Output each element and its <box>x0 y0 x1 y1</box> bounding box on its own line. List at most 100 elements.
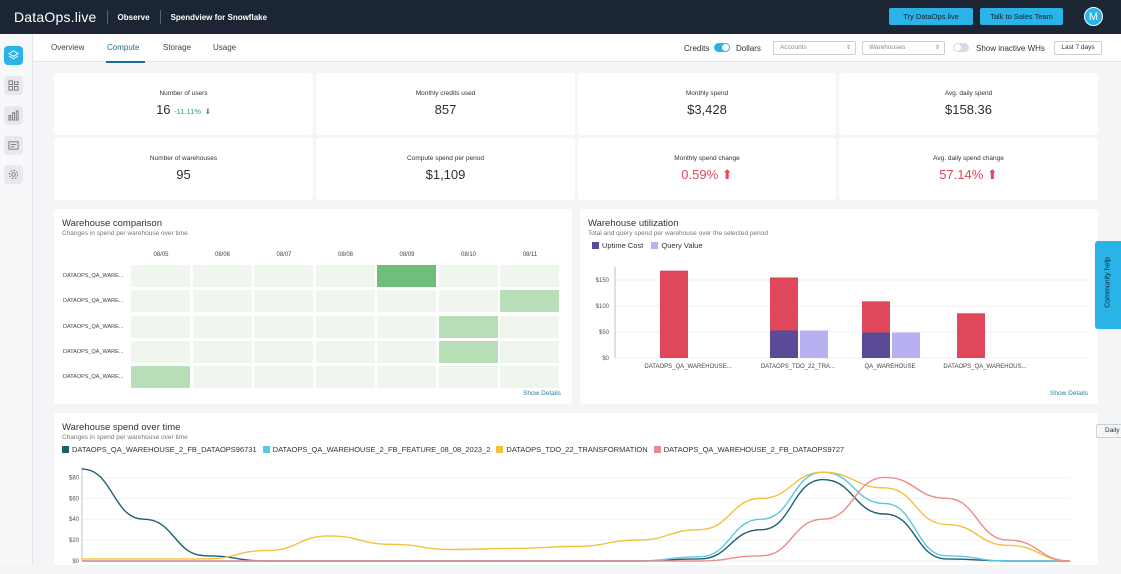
x-tick-label: DATAOPS_QA_WAREHOUS... <box>943 364 1027 370</box>
heatmap-cell[interactable] <box>438 366 498 389</box>
heatmap-cell[interactable] <box>131 366 190 389</box>
chart-legend: Uptime Cost Query Value <box>592 241 703 250</box>
heatmap-cell[interactable] <box>315 366 375 389</box>
kpi-card: Number of warehouses 95 <box>54 138 313 200</box>
heatmap-cell[interactable] <box>438 315 498 338</box>
kpi-number: 16 <box>156 102 171 117</box>
heatmap-cell[interactable] <box>254 315 313 338</box>
heatmap-cell[interactable] <box>131 315 190 338</box>
grid-icon[interactable] <box>4 76 23 95</box>
heatmap-cell[interactable] <box>315 340 375 363</box>
credits-dollars-toggle[interactable] <box>714 43 730 52</box>
tab-storage[interactable]: Storage <box>163 43 192 52</box>
heatmap-cell[interactable] <box>500 290 559 313</box>
bar-total[interactable] <box>660 270 688 358</box>
heatmap-cell[interactable] <box>254 366 313 389</box>
legend-label: DATAOPS_QA_WAREHOUSE_2_FB_FEATURE_08_08_… <box>272 445 491 454</box>
bar-total[interactable] <box>957 313 985 358</box>
series-line[interactable] <box>81 468 1070 562</box>
avatar[interactable]: M <box>1084 7 1103 26</box>
layers-icon[interactable] <box>4 46 23 65</box>
legend-swatch <box>62 446 69 453</box>
heatmap-cell[interactable] <box>377 265 436 287</box>
legend-item[interactable]: DATAOPS_QA_WAREHOUSE_2_FB_DATAOPS96731 <box>62 445 257 454</box>
heatmap-cell[interactable] <box>438 265 498 287</box>
heatmap-cell[interactable] <box>254 340 313 363</box>
show-inactive-toggle[interactable] <box>953 43 969 52</box>
warehouses-select[interactable]: Warehouses ⇕ <box>862 41 945 55</box>
gear-icon[interactable] <box>4 165 23 184</box>
series-line[interactable] <box>82 471 1070 562</box>
community-help-label: Community help <box>1104 257 1112 308</box>
series-line[interactable] <box>82 476 1071 562</box>
heatmap-row-label: DATAOPS_QA_WARE... <box>63 323 124 330</box>
heatmap-cell[interactable] <box>377 366 436 389</box>
heatmap-cell[interactable] <box>500 315 559 338</box>
talk-to-sales-button[interactable]: Talk to Sales Team <box>980 8 1063 25</box>
heatmap-cell[interactable] <box>254 265 313 287</box>
heatmap-cell[interactable] <box>131 290 190 313</box>
heatmap-cell[interactable] <box>438 340 498 363</box>
heatmap-row-label: DATAOPS_QA_WARE... <box>63 348 124 355</box>
legend-swatch <box>496 446 504 453</box>
legend-item[interactable]: DATAOPS_QA_WAREHOUSE_2_FB_FEATURE_08_08_… <box>262 445 491 454</box>
heatmap-cell[interactable] <box>500 366 559 389</box>
show-details-link[interactable]: Show Details <box>523 390 561 397</box>
kpi-card: Monthly spend change 0.59% ⬆ <box>578 138 836 200</box>
heatmap-cell[interactable] <box>131 265 190 287</box>
bar-uptime-cost[interactable] <box>862 332 890 358</box>
brand-logo[interactable]: DataOps.live <box>14 9 97 25</box>
tab-overview[interactable]: Overview <box>51 43 85 52</box>
bar-chart-icon[interactable] <box>4 106 23 125</box>
bar-query-value[interactable] <box>800 330 828 358</box>
card-icon[interactable] <box>4 136 23 155</box>
heatmap-date-label: 08/09 <box>399 252 415 258</box>
show-details-link[interactable]: Show Details <box>1050 390 1088 397</box>
panel-subtitle: Changes in spend per warehouse over time <box>62 230 188 237</box>
kpi-label: Monthly credits used <box>415 90 476 97</box>
kpi-value: 857 <box>434 102 457 117</box>
heatmap-cell[interactable] <box>315 315 375 338</box>
heatmap-cell[interactable] <box>131 340 190 363</box>
heatmap-cell[interactable] <box>192 340 252 363</box>
panel-title: Warehouse comparison <box>62 218 162 229</box>
legend-swatch <box>592 242 599 249</box>
heatmap-cell[interactable] <box>315 265 375 287</box>
bar-query-value[interactable] <box>892 332 920 358</box>
heatmap-cell[interactable] <box>192 366 252 389</box>
heatmap-cell[interactable] <box>377 315 436 338</box>
community-help-tab[interactable]: Community help <box>1095 241 1121 329</box>
heatmap-cell[interactable] <box>438 290 498 313</box>
x-tick-label: DATAOPS_TDO_22_TRA... <box>761 364 835 370</box>
heatmap-cell[interactable] <box>500 340 559 363</box>
legend-item[interactable]: DATAOPS_TDO_22_TRANSFORMATION <box>496 445 648 454</box>
heatmap-cell[interactable] <box>377 290 436 313</box>
panel-title: Warehouse spend over time <box>62 422 181 433</box>
heatmap-cell[interactable] <box>192 290 252 313</box>
series-line[interactable] <box>82 471 1071 562</box>
dollars-label: Dollars <box>736 44 761 53</box>
heatmap-cell[interactable] <box>377 340 436 363</box>
y-tick-label: $20 <box>69 538 80 544</box>
divider <box>106 10 108 24</box>
kpi-delta: -11.11% <box>174 107 201 116</box>
try-dataops-button[interactable]: Try DataOps.live <box>889 8 973 25</box>
tab-compute[interactable]: Compute <box>107 43 140 52</box>
heatmap-cell[interactable] <box>192 265 252 287</box>
bar-uptime-cost[interactable] <box>770 330 798 358</box>
kpi-label: Avg. daily spend <box>944 90 993 97</box>
heatmap-cell[interactable] <box>315 290 375 313</box>
accounts-select[interactable]: Accounts ⇕ <box>773 41 856 55</box>
kpi-card: Compute spend per period $1,109 <box>316 138 575 200</box>
tab-usage[interactable]: Usage <box>213 43 237 52</box>
heatmap-cell[interactable] <box>254 290 313 313</box>
date-range-button[interactable]: Last 7 days <box>1054 41 1102 55</box>
granularity-select[interactable]: Daily ⇕ <box>1096 424 1121 438</box>
top-bar: DataOps.live Observe Spendview for Snowf… <box>0 0 1121 34</box>
heatmap-cell[interactable] <box>500 265 559 287</box>
kpi-value: 57.14% ⬆ <box>839 167 1098 183</box>
kpi-card: Monthly spend $3,428 <box>578 73 836 135</box>
legend-item[interactable]: DATAOPS_QA_WAREHOUSE_2_FB_DATAOPS9727 <box>653 445 844 454</box>
legend-swatch <box>262 446 270 453</box>
heatmap-cell[interactable] <box>192 315 252 338</box>
